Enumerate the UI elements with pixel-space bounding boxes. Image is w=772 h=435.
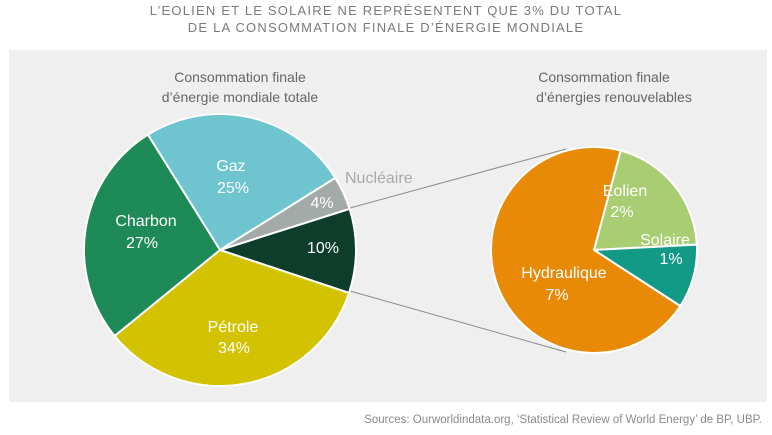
chart-title-line2: DE LA CONSOMMATION FINALE D’ÉNERGIE MOND… — [187, 20, 585, 35]
value-gaz: 25% — [217, 180, 249, 197]
pie1-slice-3 — [113, 248, 351, 387]
value-hydraulique: 7% — [545, 287, 568, 304]
connector-line-top — [349, 148, 567, 209]
value-eolien: 2% — [610, 204, 633, 221]
chart-title-line1: L’EOLIEN ET LE SOLAIRE NE REPRÉSENTENT Q… — [149, 3, 623, 18]
pie2-title-line2: d’énergies renouvelables — [536, 89, 692, 105]
value-charbon: 27% — [126, 235, 158, 252]
value-petrole: 34% — [218, 340, 250, 357]
label-nucleaire: Nucléaire — [345, 170, 413, 187]
label-solaire: Solaire — [640, 232, 690, 249]
label-petrole: Pétrole — [208, 319, 259, 336]
pie1-title-line1: Consommation finale — [174, 69, 306, 85]
value-solaire: 1% — [659, 251, 682, 268]
value-slice-10: 10% — [307, 240, 339, 257]
pie1-slice-4 — [83, 133, 222, 338]
value-nucleaire: 4% — [310, 195, 333, 212]
pie-renewables — [490, 146, 698, 354]
chart-title: L’EOLIEN ET LE SOLAIRE NE REPRÉSENTENT Q… — [0, 2, 772, 36]
source-note: Sources: Ourworldindata.org, ‘Statistica… — [364, 414, 762, 426]
label-charbon: Charbon — [115, 213, 176, 230]
pie1-slice-2 — [216, 207, 357, 295]
pie-total-energy — [83, 113, 357, 387]
pie1-slice-0 — [146, 113, 337, 252]
pie2-title-line1: Consommation finale — [538, 69, 670, 85]
connector-line-bottom — [349, 290, 567, 353]
label-eolien: Eolien — [603, 183, 647, 200]
pie2-slice-2 — [490, 146, 682, 354]
pie1-title-line2: d’énergie mondiale totale — [162, 89, 319, 105]
label-gaz: Gaz — [216, 158, 245, 175]
label-hydraulique: Hydraulique — [521, 265, 606, 282]
pie2-slice-0 — [592, 149, 698, 252]
